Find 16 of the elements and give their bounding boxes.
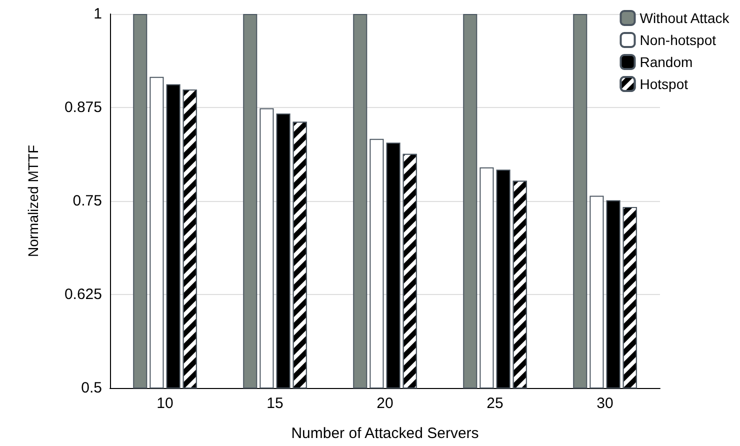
legend-label: Non-hotspot	[640, 32, 716, 48]
y-tick-label: 0.5	[81, 380, 102, 396]
y-tick-label: 0.75	[72, 192, 102, 210]
x-tick-label: 30	[596, 395, 614, 412]
x-tick-label: 20	[376, 395, 394, 412]
y-axis-title: Normalized MTTF	[25, 144, 41, 258]
y-tick-label: 0.875	[64, 99, 102, 116]
x-tick-label: 10	[156, 395, 174, 412]
y-tick-label: 0.625	[64, 286, 102, 303]
legend-label: Without Attack	[640, 10, 730, 26]
x-axis-title: Number of Attacked Servers	[291, 425, 479, 442]
legend-label: Random	[640, 54, 693, 70]
y-tick-label: 1	[94, 6, 102, 22]
x-tick-label: 15	[266, 395, 284, 412]
x-tick-label: 25	[486, 395, 504, 412]
legend-label: Hotspot	[640, 76, 688, 92]
